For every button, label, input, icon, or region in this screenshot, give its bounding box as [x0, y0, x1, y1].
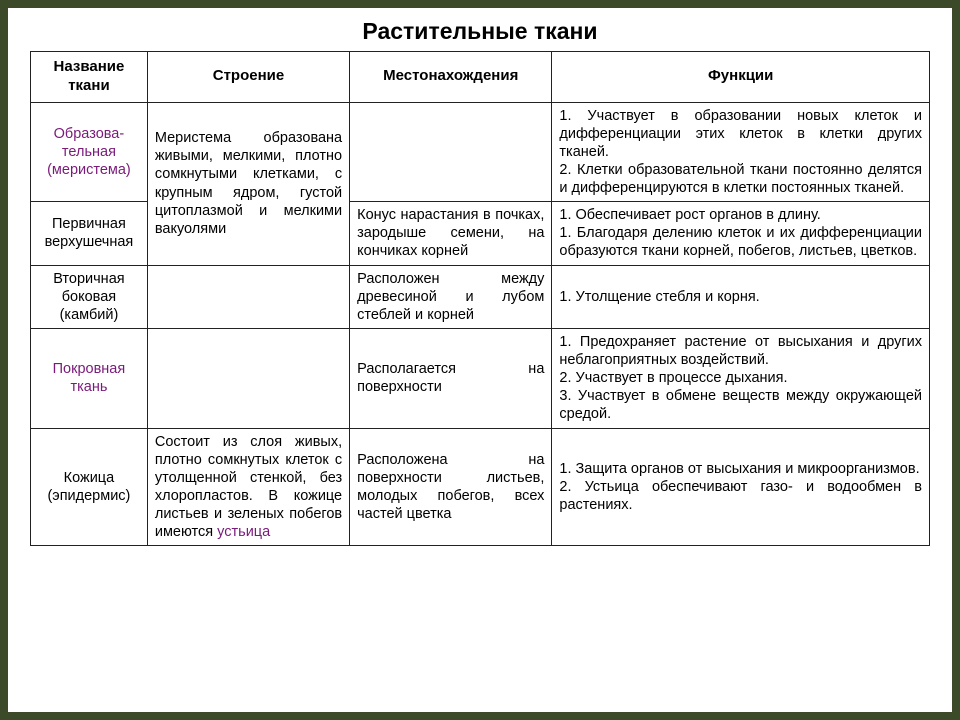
col-functions: Функции	[552, 52, 930, 103]
cell-functions: 1. Обеспечивает рост органов в длину.1. …	[552, 202, 930, 265]
tissue-name: Первичная верхушечная	[45, 216, 134, 250]
cell-structure	[147, 265, 349, 328]
table-row: Покровная ткань Располагается на поверхн…	[31, 328, 930, 428]
tissues-table: Название ткани Строение Местонахождения …	[30, 51, 930, 546]
table-row: Образова­тельная (меристема) Меристема о…	[31, 102, 930, 202]
cell-structure: Меристема образо­вана живыми, мел­кими, …	[147, 102, 349, 265]
col-location: Местонахождения	[350, 52, 552, 103]
cell-functions: 1. Защита органов от высыхания и микроор…	[552, 428, 930, 546]
cell-name: Вторичная боковая (камбий)	[31, 265, 148, 328]
cell-location: Расположена на поверхности листь­ев, мол…	[350, 428, 552, 546]
page-title: Растительные ткани	[30, 18, 930, 45]
tissue-name: Образова­тельная (меристема)	[47, 126, 131, 178]
table-header-row: Название ткани Строение Местонахождения …	[31, 52, 930, 103]
tissue-name: Вторичная боковая (камбий)	[53, 271, 124, 323]
cell-location: Расположен между древесиной и лубом стеб…	[350, 265, 552, 328]
col-structure: Строение	[147, 52, 349, 103]
tissue-name: Покровная ткань	[53, 361, 126, 395]
cell-structure: Состоит из слоя жи­вых, плотно сомкну­ты…	[147, 428, 349, 546]
cell-functions: 1. Утолщение стебля и корня.	[552, 265, 930, 328]
cell-name: Образова­тельная (меристема)	[31, 102, 148, 202]
col-name: Название ткани	[31, 52, 148, 103]
cell-name: Кожица (эпидермис)	[31, 428, 148, 546]
cell-name: Первичная верхушечная	[31, 202, 148, 265]
cell-name: Покровная ткань	[31, 328, 148, 428]
cell-functions: 1. Предохраняет растение от вы­сыхания и…	[552, 328, 930, 428]
outer-frame: Растительные ткани Название ткани Строен…	[0, 0, 960, 720]
cell-location: Конус нарастания в почках, зародыше семе…	[350, 202, 552, 265]
table-row: Вторичная боковая (камбий) Расположен ме…	[31, 265, 930, 328]
tissue-name: Кожица (эпидермис)	[47, 470, 130, 504]
cell-functions: 1. Участвует в образовании новых клеток …	[552, 102, 930, 202]
structure-highlight: устьица	[217, 524, 270, 540]
panel: Растительные ткани Название ткани Строен…	[8, 8, 952, 712]
cell-location	[350, 102, 552, 202]
cell-structure	[147, 328, 349, 428]
table-row: Кожица (эпидермис) Состоит из слоя жи­вы…	[31, 428, 930, 546]
cell-location: Располагается на поверхности	[350, 328, 552, 428]
